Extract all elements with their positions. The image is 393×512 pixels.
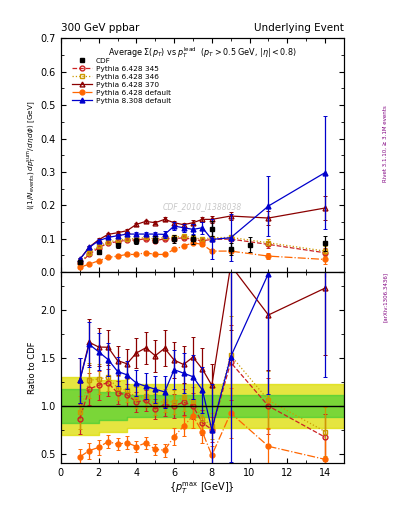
Y-axis label: $\langle(1/N_{\rm events})\,dp_T^{\rm sum}/d\eta\,d\phi\rangle$ [GeV]: $\langle(1/N_{\rm events})\,dp_T^{\rm su… [24,100,37,210]
Text: CDF_2010_I1388038: CDF_2010_I1388038 [163,202,242,211]
Text: Average $\Sigma(p_T)$ vs $p_T^{\rm lead}$  ($p_T > 0.5$ GeV, $|\eta| < 0.8$): Average $\Sigma(p_T)$ vs $p_T^{\rm lead}… [108,46,297,60]
Legend: CDF, Pythia 6.428 345, Pythia 6.428 346, Pythia 6.428 370, Pythia 6.428 default,: CDF, Pythia 6.428 345, Pythia 6.428 346,… [70,56,173,105]
Text: Underlying Event: Underlying Event [254,23,344,33]
Y-axis label: Ratio to CDF: Ratio to CDF [28,342,37,394]
Text: [arXiv:1306.3436]: [arXiv:1306.3436] [383,272,387,322]
Text: 300 GeV ppbar: 300 GeV ppbar [61,23,139,33]
X-axis label: $\{p_T^{\rm max}$ [GeV]$\}$: $\{p_T^{\rm max}$ [GeV]$\}$ [169,481,235,497]
Text: Rivet 3.1.10, ≥ 3.1M events: Rivet 3.1.10, ≥ 3.1M events [383,105,387,182]
